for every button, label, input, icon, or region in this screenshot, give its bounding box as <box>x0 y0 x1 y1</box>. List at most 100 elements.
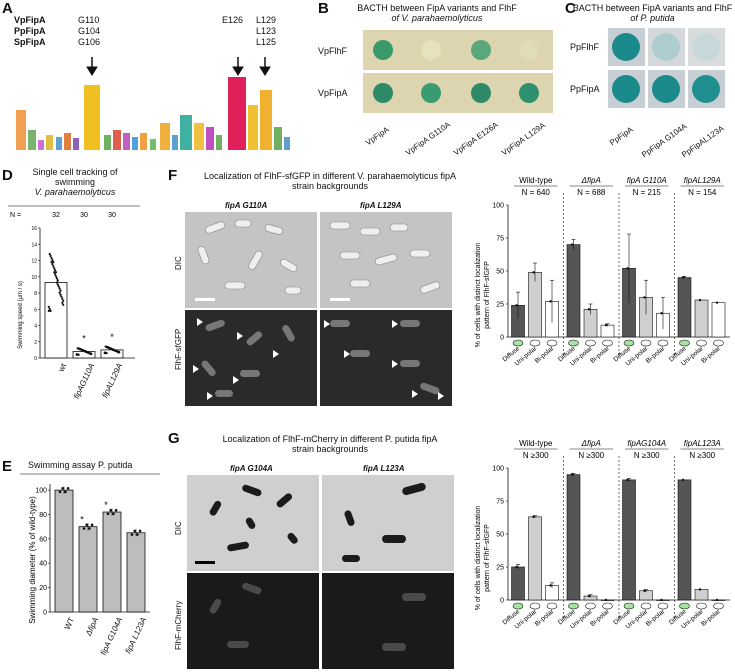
panel-f-row2: FlhF-sfGFP <box>174 328 183 370</box>
panel-d-label: D <box>2 167 13 184</box>
panel-g-ylabel-1: % of cells with distinct localization <box>475 506 482 611</box>
panel-e-point <box>112 512 115 516</box>
g-bar <box>566 474 581 601</box>
panel-d-point <box>51 263 54 266</box>
micrograph-f-fluor-1 <box>185 310 317 406</box>
g-point <box>515 565 518 569</box>
panel-e-bar <box>126 532 146 613</box>
f-bar <box>600 324 615 338</box>
panel-d-point <box>53 267 56 270</box>
f-cell-shape-icon <box>546 339 558 347</box>
panel-d-ytick-label: 2 <box>34 340 37 346</box>
panel-d-point <box>52 265 55 268</box>
panel-d-point <box>62 303 65 306</box>
panel-b-col3: VpFipA E126A <box>452 120 500 158</box>
panel-d-ytick-label: 12 <box>31 259 37 265</box>
f-group-name: Wild-type <box>519 176 553 185</box>
f-point <box>587 308 591 311</box>
panel-e-star: * <box>104 500 108 510</box>
panel-d-bar <box>44 282 68 359</box>
panel-d-point <box>90 352 93 355</box>
f-point <box>715 301 719 304</box>
sequence-logo <box>16 57 290 150</box>
micrograph-f-fluor-2 <box>320 310 452 406</box>
g-bar <box>622 479 636 601</box>
g-bar <box>656 599 670 601</box>
panel-f-title-line2: strain backgrounds <box>291 181 369 191</box>
panel-b-col2: VpFipA G110A <box>404 119 453 158</box>
f-group-name: fipA G110A <box>627 176 667 185</box>
panel-d-ytick-label: 8 <box>34 291 37 297</box>
g-bar <box>511 566 525 601</box>
pos-l129: L129 <box>256 15 277 25</box>
panel-d-point <box>50 261 53 264</box>
g-bar <box>694 589 709 601</box>
panel-d-point <box>115 349 118 352</box>
panel-g-title-line2: strain backgrounds <box>291 444 369 454</box>
panel-b-title-line2: of V. parahaemolyticus <box>391 13 483 23</box>
panel-g-title-line1: Localization of FlhF-mCherry in differen… <box>222 434 438 444</box>
panel-d-ylabel: Swimming speed (µm / s) <box>18 281 24 349</box>
f-bar <box>566 244 581 338</box>
g-bar <box>600 599 615 601</box>
f-group-name: fipAL129A <box>684 176 721 185</box>
g-group-name: fipAG104A <box>627 439 666 448</box>
panel-d-title-line1: Single cell tracking of <box>32 167 118 177</box>
panel-d-point <box>59 293 62 296</box>
panel-d-ytick-label: 14 <box>31 242 37 248</box>
g-group-n: N ≥300 <box>523 451 549 460</box>
panel-d-point <box>77 353 80 356</box>
panel-d-point <box>47 305 50 308</box>
panel-f-ylabel-2: pattern of FlhF-sfGFP <box>484 261 491 329</box>
panel-e-point <box>133 529 136 533</box>
f-cell-shape-icon <box>585 339 596 347</box>
panel-b-col1: VpFipA <box>364 124 391 148</box>
panel-d-point <box>54 269 57 272</box>
panel-f-title: Localization of FlhF-sfGFP in different … <box>190 171 470 191</box>
f-ytick-label: 25 <box>496 302 504 309</box>
g-cell-shape-icon <box>679 602 690 610</box>
panel-d-point <box>59 289 62 292</box>
panel-d-point <box>60 295 63 298</box>
f-xcat-label: Bi-polar <box>700 345 722 365</box>
pos-g106: G106 <box>78 37 101 47</box>
panel-b-title: BACTH between FipA variants and FlhF of … <box>318 3 556 23</box>
panel-e-star: * <box>80 515 84 525</box>
g-bar <box>528 516 542 601</box>
panel-e-point <box>130 533 134 536</box>
micrograph-f-dic-2 <box>320 212 452 308</box>
g-point <box>532 515 535 519</box>
panel-c-row-ppfipa: PpFipA <box>570 84 600 94</box>
g-group-name: fipAL123A <box>684 439 721 448</box>
panel-e-point <box>114 508 118 512</box>
panel-b-row-vpflhf: VpFlhF <box>318 46 348 56</box>
f-bar <box>677 277 692 338</box>
f-point <box>604 323 608 327</box>
g-ytick-label: 0 <box>500 598 504 605</box>
panel-f-label: F <box>168 167 178 184</box>
panel-e-ytick-label: 60 <box>39 536 47 543</box>
panel-d-point <box>58 287 61 290</box>
panel-d-point <box>82 349 85 352</box>
f-xcat-label: Bi-polar <box>645 345 667 365</box>
panel-c-col1: PpFipA <box>608 124 635 148</box>
pos-e126: E126 <box>222 15 244 25</box>
pos-l123: L123 <box>256 26 277 36</box>
panel-a-label: A <box>2 0 13 17</box>
panel-d-ytick-label: 6 <box>34 307 37 313</box>
f-ytick-label: 50 <box>496 269 504 276</box>
panel-g-chart: Wild-type N ≥300 ΔfipA N ≥300 fipAG104A N ≥30… <box>475 439 730 630</box>
g-point <box>643 589 646 592</box>
panel-g-title: Localization of FlhF-mCherry in differen… <box>190 434 470 454</box>
panel-d-point <box>112 348 115 351</box>
g-xcat-label: Bi-polar <box>645 608 667 628</box>
panel-g-label: G <box>168 430 180 447</box>
g-point <box>660 598 663 602</box>
panel-d-point <box>54 271 58 274</box>
panel-c-label: C <box>565 0 576 17</box>
polar-spot-arrow-icon <box>193 318 279 400</box>
panel-d-n-value: 32 <box>52 212 60 219</box>
panel-e-ytick-label: 80 <box>39 512 47 519</box>
